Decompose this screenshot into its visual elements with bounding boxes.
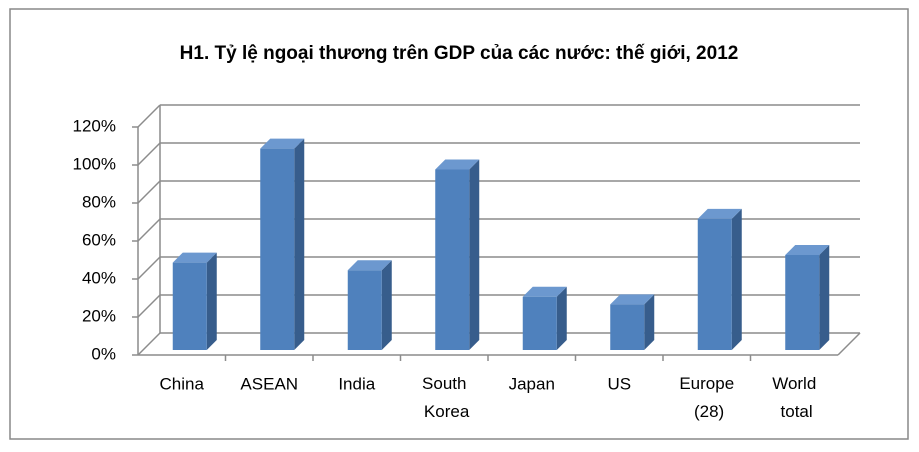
y-tick-label: 0%	[91, 344, 116, 363]
y-tick-label: 120%	[73, 116, 116, 135]
bar-face	[172, 252, 217, 263]
bar	[697, 208, 742, 350]
bar-face	[697, 208, 742, 219]
x-tick-label: Europe (28)	[679, 374, 734, 421]
bar-face	[785, 255, 820, 350]
y-tick-label: 100%	[73, 154, 116, 173]
x-tick-label: Japan	[509, 374, 555, 393]
x-tick-label: ASEAN	[240, 374, 298, 393]
floor-right-edge	[837, 332, 861, 356]
bar-face	[172, 262, 207, 350]
bar-face	[610, 294, 655, 305]
bar-face	[522, 286, 567, 297]
chart-title: H1. Tỷ lệ ngoại thương trên GDP của các …	[180, 43, 739, 64]
y-tick-label: 20%	[82, 306, 116, 325]
bar-face	[644, 294, 655, 350]
x-tick-label: China	[160, 374, 205, 393]
bar-face	[731, 208, 742, 350]
bar-face	[347, 270, 382, 350]
bar-face	[610, 304, 645, 350]
x-tick-label: South Korea	[419, 374, 470, 421]
bar-face	[522, 296, 557, 350]
y-tick-label: 60%	[82, 230, 116, 249]
grid-side	[137, 332, 161, 356]
grid-side	[137, 256, 161, 280]
grid-side	[137, 104, 161, 128]
bar-face	[381, 260, 392, 350]
bar-face	[469, 159, 480, 350]
bar-face	[435, 169, 470, 350]
bar-face	[697, 218, 732, 350]
grid-side	[137, 218, 161, 242]
x-tick-label: World total	[772, 374, 816, 421]
bar	[260, 138, 305, 350]
grid-side	[137, 142, 161, 166]
bar	[522, 286, 567, 350]
x-tick-label: US	[607, 374, 631, 393]
bar	[610, 294, 655, 350]
bar	[785, 245, 830, 350]
grid-side	[137, 294, 161, 318]
bar-face	[206, 252, 217, 350]
x-tick-label: India	[338, 374, 375, 393]
bar-face	[556, 286, 567, 350]
bar-face	[819, 245, 830, 350]
y-tick-label: 40%	[82, 268, 116, 287]
bar-face	[347, 260, 392, 271]
bar-face	[785, 245, 830, 255]
bar-face	[435, 159, 480, 170]
y-tick-label: 80%	[82, 192, 116, 211]
bar	[347, 260, 392, 350]
bar-face	[260, 138, 305, 149]
bar-face	[294, 138, 305, 350]
grid-side	[137, 180, 161, 204]
bar	[172, 252, 217, 350]
bar	[435, 159, 480, 350]
bar-face	[260, 148, 295, 350]
